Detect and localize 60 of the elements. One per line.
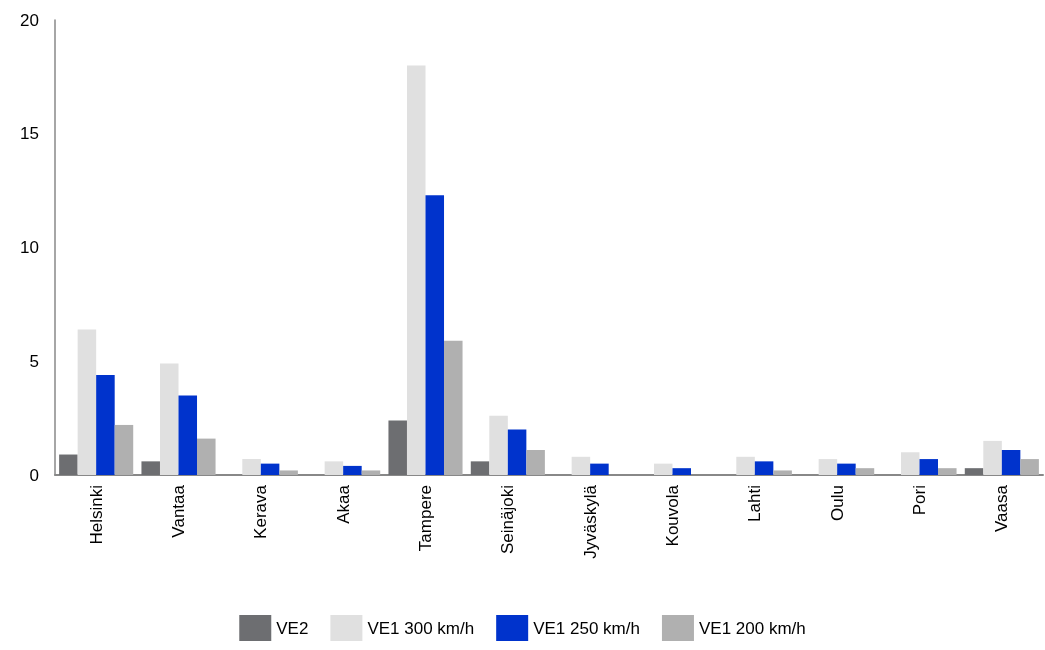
bar — [1001, 449, 1021, 475]
bar — [983, 440, 1002, 475]
bar — [77, 329, 97, 475]
bar — [919, 459, 939, 475]
bar — [855, 468, 875, 475]
y-tick-label: 5 — [29, 351, 39, 371]
bar — [754, 461, 774, 475]
x-tick-label: Akaa — [333, 484, 353, 524]
y-tick-label: 0 — [29, 465, 39, 485]
bar — [964, 468, 984, 475]
bar — [444, 340, 463, 475]
bar — [406, 65, 426, 475]
bar — [159, 363, 179, 475]
bar — [900, 452, 920, 475]
bar — [59, 454, 78, 475]
bar — [938, 468, 957, 475]
bar — [96, 374, 115, 475]
bar — [114, 424, 134, 475]
bar — [526, 449, 545, 475]
bar — [489, 415, 508, 475]
y-tick-label: 15 — [20, 124, 39, 144]
legend-label: VE2 — [276, 618, 309, 638]
y-tick-label: 10 — [20, 238, 39, 257]
bar — [361, 470, 381, 475]
bar — [590, 463, 609, 475]
x-tick-label: Vantaa — [169, 484, 188, 538]
bar — [736, 456, 755, 475]
bar — [343, 465, 362, 475]
bar — [672, 468, 692, 475]
y-tick-label: 20 — [20, 10, 39, 30]
x-tick-label: Seinäjoki — [498, 485, 518, 554]
x-tick-label: Oulu — [827, 485, 847, 521]
legend-label: VE1 300 km/h — [367, 618, 475, 638]
bar — [425, 195, 445, 475]
bar — [178, 395, 198, 475]
bar — [324, 461, 344, 475]
legend-label: VE1 200 km/h — [698, 618, 806, 638]
bar — [260, 463, 280, 475]
bar — [773, 470, 792, 475]
bar — [837, 463, 856, 475]
x-tick-label: Pori — [910, 485, 929, 516]
bar — [1020, 459, 1039, 475]
bar — [141, 461, 160, 475]
x-tick-label: Vaasa — [992, 484, 1012, 532]
bar — [388, 420, 407, 475]
legend-label: VE1 250 km/h — [533, 618, 640, 638]
x-tick-label: Helsinki — [86, 485, 106, 545]
bar — [197, 438, 216, 475]
bar — [818, 459, 838, 475]
x-tick-label: Kouvola — [663, 484, 682, 547]
x-tick-label: Lahti — [745, 485, 765, 522]
x-tick-label: Kerava — [251, 484, 271, 539]
x-tick-label: Jyväskylä — [580, 484, 600, 559]
bar — [653, 463, 673, 475]
bar — [470, 461, 490, 475]
bar — [279, 470, 298, 475]
x-tick-label: Tampere — [416, 485, 435, 552]
bar — [571, 456, 591, 475]
bar — [507, 429, 527, 475]
bar — [242, 459, 261, 475]
